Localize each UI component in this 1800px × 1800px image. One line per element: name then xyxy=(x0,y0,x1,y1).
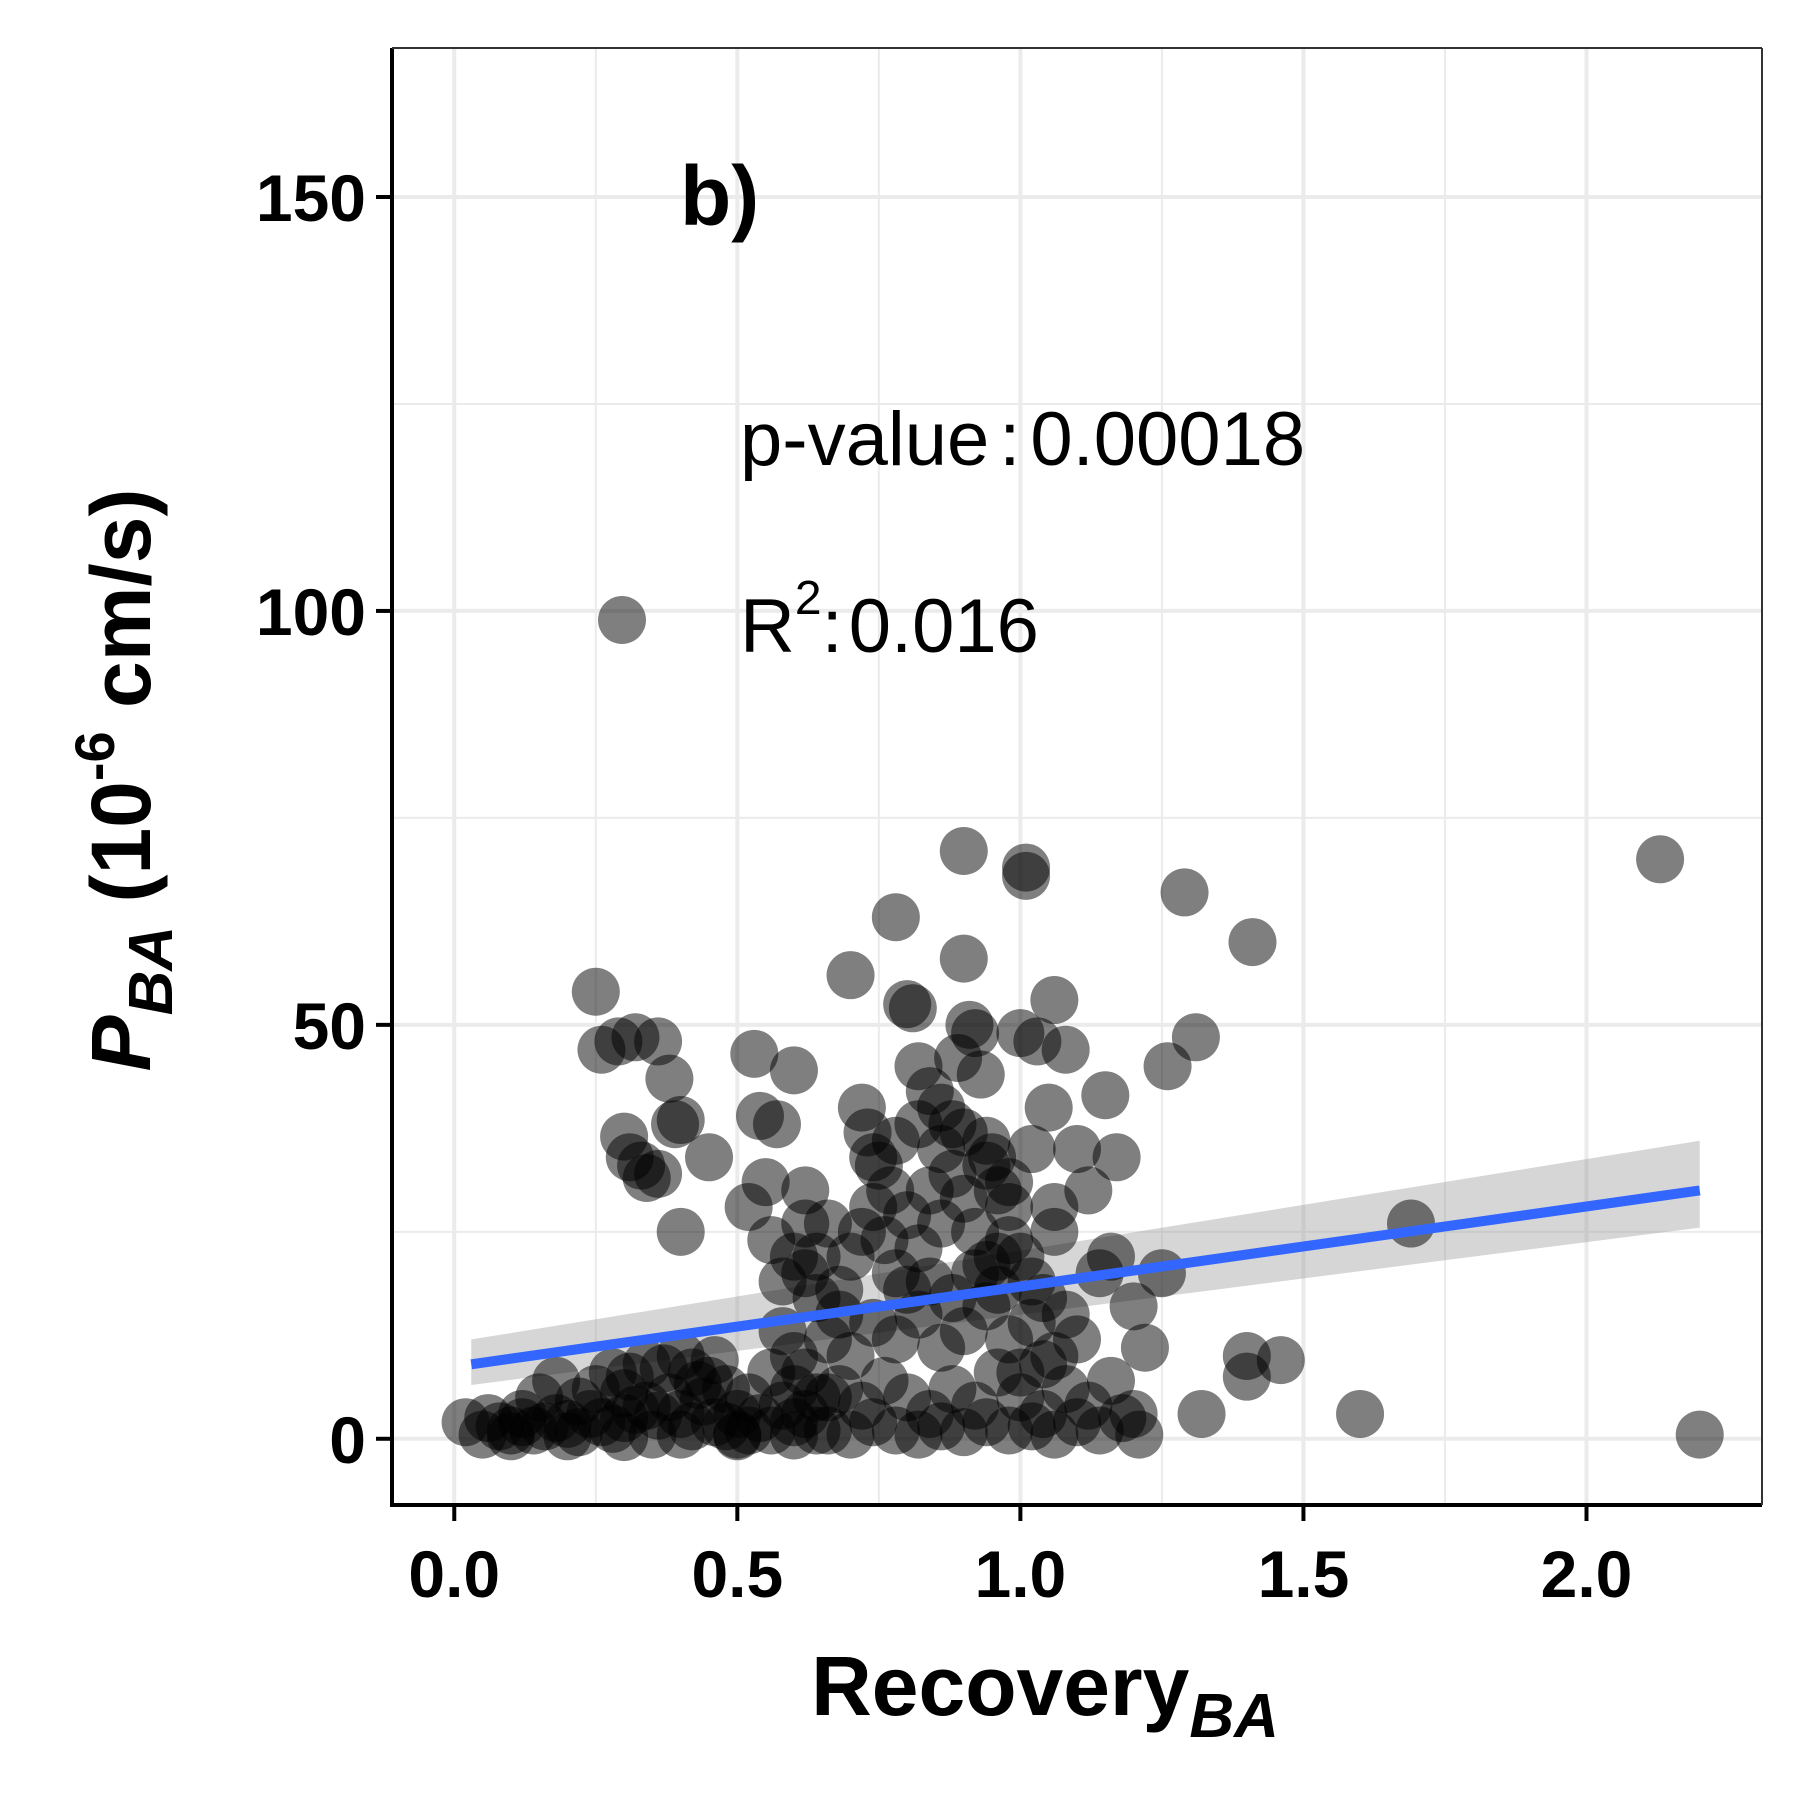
x-tick-label: 2.0 xyxy=(1541,1537,1633,1611)
data-point xyxy=(826,951,875,1000)
data-point xyxy=(752,1100,801,1149)
data-point xyxy=(1109,1282,1158,1331)
panel-label: b) xyxy=(680,149,759,243)
data-point xyxy=(888,984,937,1033)
y-axis-title-sup: -6 xyxy=(63,731,126,781)
y-axis-title: PBA (10-6 cm/s) xyxy=(63,489,186,1072)
data-point xyxy=(1041,1290,1090,1339)
data-point xyxy=(1098,1394,1147,1443)
y-tick-label: 150 xyxy=(256,161,366,235)
legend-r2-number: 0.016 xyxy=(849,584,1039,669)
data-point xyxy=(1636,835,1685,884)
data-point xyxy=(651,1100,700,1149)
data-point xyxy=(634,1017,683,1066)
data-point xyxy=(939,827,988,876)
data-point xyxy=(815,1265,864,1314)
data-point xyxy=(600,1369,649,1418)
data-point xyxy=(668,1348,717,1397)
data-point xyxy=(769,1046,818,1095)
legend-p-label: p-value xyxy=(740,397,989,482)
x-tick-label: 1.0 xyxy=(975,1537,1067,1611)
x-axis-title-sub: BA xyxy=(1189,1682,1279,1751)
data-point xyxy=(1019,1340,1068,1389)
data-point xyxy=(1007,1125,1056,1174)
data-point xyxy=(571,967,620,1016)
y-tick-label: 50 xyxy=(293,989,366,1063)
regression-line xyxy=(470,1185,1701,1370)
legend-p-value: p-value:0.00018 xyxy=(740,397,1305,482)
data-point xyxy=(685,1133,734,1182)
legend-r2-label: R xyxy=(740,584,795,669)
legend-r2: R2:0.016 xyxy=(740,572,1039,669)
data-point xyxy=(656,1207,705,1256)
data-point xyxy=(724,1373,773,1422)
y-tick-label: 100 xyxy=(256,575,366,649)
x-axis-title-main: Recovery xyxy=(811,1639,1190,1733)
tick-labels: 0.0 0.5 1.0 1.5 2.0 0 50 100 150 xyxy=(256,161,1633,1611)
data-point xyxy=(464,1394,513,1443)
legend-r2-sup: 2 xyxy=(795,572,822,625)
data-point xyxy=(1160,868,1209,917)
data-point xyxy=(1256,1336,1305,1385)
axes xyxy=(376,47,1763,1521)
legend-p-number: 0.00018 xyxy=(1030,397,1305,482)
data-point xyxy=(628,1410,677,1459)
legend-point-marker xyxy=(598,596,646,644)
data-point xyxy=(1041,1025,1090,1074)
fit-line-layer xyxy=(470,1185,1701,1370)
data-point xyxy=(939,934,988,983)
y-axis-title-open: (10 xyxy=(74,781,168,926)
data-point xyxy=(634,1149,683,1198)
data-point xyxy=(1171,1013,1220,1062)
data-points xyxy=(441,827,1724,1462)
data-point xyxy=(543,1412,592,1461)
data-point xyxy=(1002,851,1051,900)
y-axis-title-main: P xyxy=(74,1014,168,1071)
data-point xyxy=(1675,1410,1724,1459)
data-point xyxy=(1120,1323,1169,1372)
data-point xyxy=(1024,1083,1073,1132)
data-point xyxy=(956,1050,1005,1099)
data-point xyxy=(645,1054,694,1103)
data-point xyxy=(730,1029,779,1078)
x-axis-title: RecoveryBA xyxy=(811,1639,1279,1751)
data-point xyxy=(1228,918,1277,967)
y-axis-title-sub: BA xyxy=(117,926,186,1016)
data-point xyxy=(1053,1125,1101,1174)
data-point xyxy=(1030,1182,1079,1231)
data-point xyxy=(1092,1133,1141,1182)
x-tick-label: 0.5 xyxy=(691,1537,783,1611)
data-point xyxy=(973,1232,1022,1281)
data-point xyxy=(1081,1071,1130,1120)
data-point xyxy=(1387,1199,1436,1248)
x-tick-label: 0.0 xyxy=(408,1537,500,1611)
data-point xyxy=(951,1009,1000,1058)
legend: p-value:0.00018 R2:0.016 xyxy=(598,397,1305,669)
y-tick-label: 0 xyxy=(329,1403,366,1477)
x-tick-label: 1.5 xyxy=(1258,1537,1350,1611)
y-axis-title-close: cm/s) xyxy=(74,489,168,732)
data-point xyxy=(871,893,920,942)
data-point xyxy=(1177,1389,1226,1438)
data-point xyxy=(1030,976,1079,1025)
data-point xyxy=(1336,1389,1385,1438)
